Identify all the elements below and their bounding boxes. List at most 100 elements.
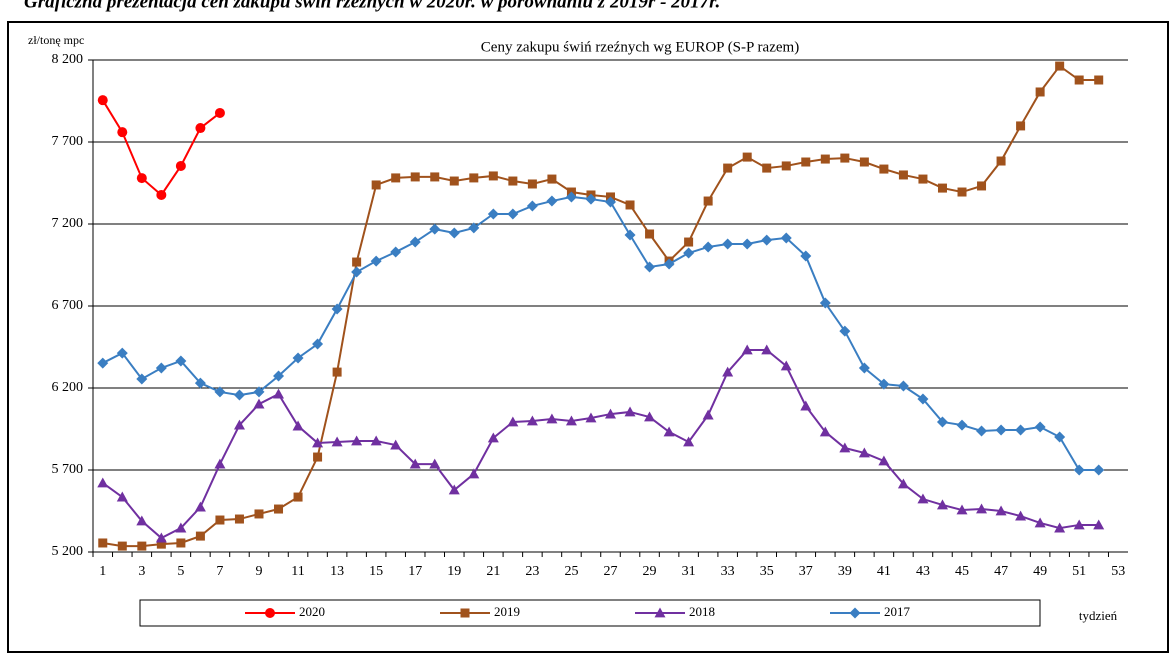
legend-marker [849, 607, 861, 619]
point [176, 538, 186, 548]
point [605, 196, 616, 208]
point [370, 255, 382, 267]
point [879, 164, 889, 174]
point [527, 179, 537, 189]
point [741, 238, 753, 250]
point [97, 477, 109, 488]
x-tick-label: 37 [799, 564, 813, 579]
x-tick-label: 23 [525, 564, 539, 579]
point [137, 541, 147, 551]
point [840, 153, 850, 163]
x-tick-label: 7 [216, 564, 223, 579]
point [683, 436, 695, 447]
point [1016, 121, 1026, 131]
point [468, 468, 480, 479]
x-tick-label: 43 [916, 564, 930, 579]
point [1055, 61, 1065, 71]
point [663, 258, 675, 270]
point [194, 377, 206, 389]
point [136, 173, 147, 184]
series-line [101, 99, 221, 197]
point [858, 362, 870, 374]
y-tick-label: 8 200 [52, 52, 84, 67]
point [546, 195, 558, 207]
point [801, 157, 811, 167]
x-tick-label: 19 [447, 564, 461, 579]
point [1054, 522, 1066, 533]
point [624, 406, 636, 417]
point [605, 408, 616, 419]
legend-label: 2018 [689, 604, 715, 619]
point [155, 362, 167, 374]
point [390, 439, 402, 450]
point [781, 161, 791, 171]
point [507, 208, 519, 220]
point [429, 223, 441, 235]
point [332, 367, 342, 377]
point [956, 504, 968, 515]
point [116, 491, 128, 502]
point [136, 373, 148, 385]
point [98, 538, 108, 548]
legend-box [139, 599, 1041, 627]
point [1093, 519, 1105, 530]
point [897, 380, 909, 392]
point [977, 181, 987, 191]
point [644, 261, 656, 273]
point [469, 173, 479, 183]
series-line [102, 64, 1099, 548]
point [313, 452, 323, 462]
point [195, 531, 205, 541]
point [625, 200, 635, 210]
point [897, 478, 909, 489]
x-tick-label: 29 [643, 564, 657, 579]
x-tick-label: 17 [408, 564, 422, 579]
point [645, 229, 655, 239]
point [1034, 421, 1046, 433]
point [194, 501, 206, 512]
point [1015, 510, 1027, 521]
point [195, 123, 206, 134]
point [409, 458, 421, 469]
point [449, 176, 459, 186]
point [761, 234, 773, 246]
point [936, 499, 948, 510]
point [351, 435, 363, 446]
series-line [102, 348, 1099, 540]
point [976, 503, 988, 514]
point [1015, 424, 1027, 436]
point [370, 435, 382, 446]
point [468, 222, 480, 234]
point [293, 492, 303, 502]
point [1073, 464, 1085, 476]
point [1093, 464, 1105, 476]
point [546, 413, 558, 424]
point [156, 539, 166, 549]
point [1074, 75, 1084, 85]
point [273, 370, 285, 382]
point [585, 412, 597, 423]
point [116, 347, 128, 359]
point [390, 246, 402, 258]
x-tick-label: 27 [604, 564, 618, 579]
point [371, 180, 381, 190]
point [292, 352, 304, 364]
y-tick-label: 7 200 [52, 216, 84, 231]
point [1034, 517, 1046, 528]
point [819, 297, 831, 309]
legend-marker [265, 608, 275, 618]
y-axis-label: zł/tonę mpc [28, 33, 84, 47]
point [624, 229, 636, 241]
point [800, 250, 812, 262]
point [702, 241, 714, 253]
point [391, 173, 401, 183]
x-tick-label: 49 [1033, 564, 1047, 579]
point [312, 338, 324, 350]
point [448, 227, 460, 239]
point [780, 232, 792, 244]
point [117, 541, 127, 551]
point [820, 154, 830, 164]
x-tick-label: 1 [99, 564, 106, 579]
